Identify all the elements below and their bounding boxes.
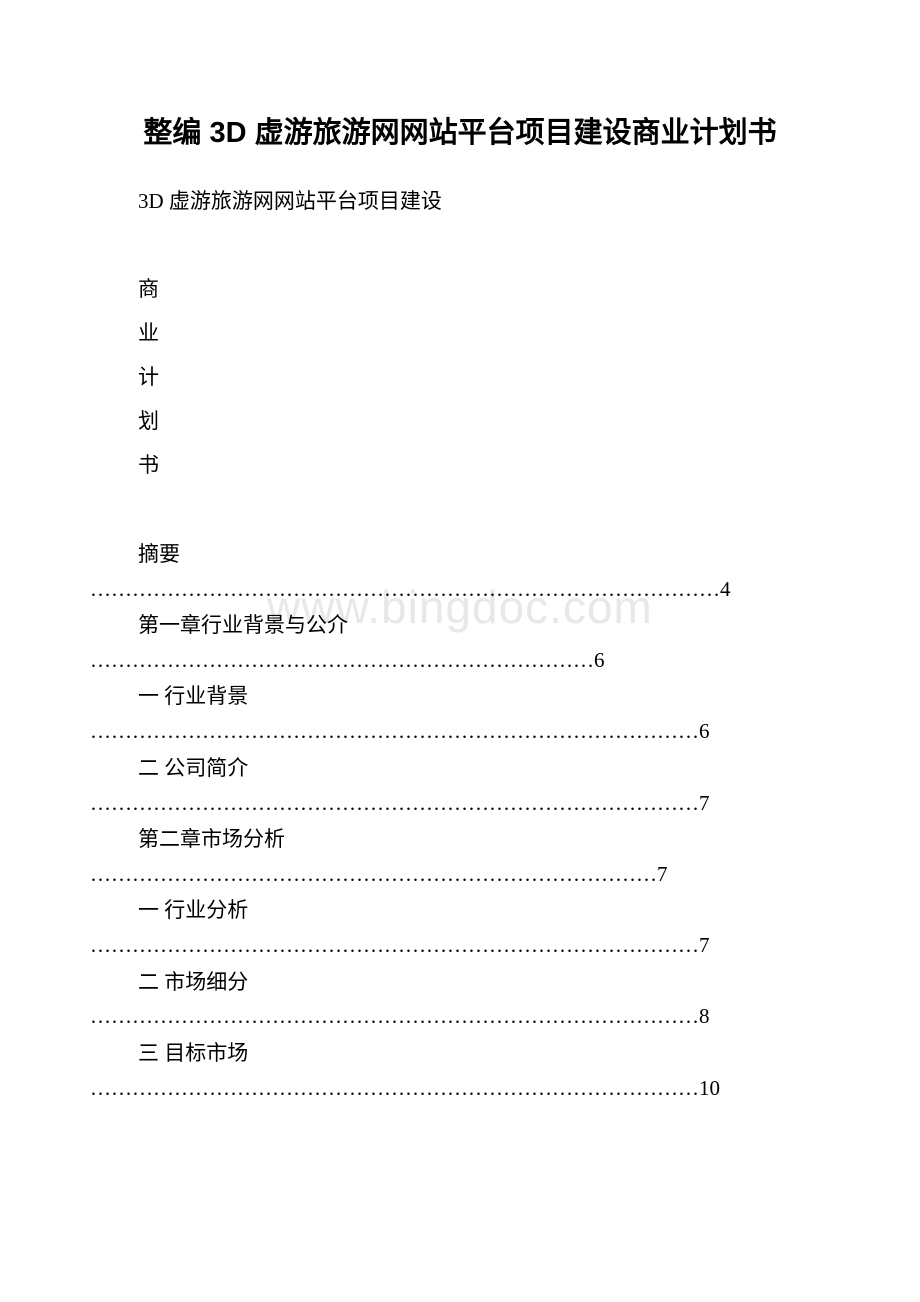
toc-label: 三 目标市场 — [90, 1035, 830, 1073]
toc-dots: ……………………………………………………………………………7 — [90, 930, 830, 962]
toc-dots: ……………………………………………………………………………6 — [90, 716, 830, 748]
toc-entry: 二 公司简介 ……………………………………………………………………………7 — [90, 750, 830, 819]
toc-label: 二 公司简介 — [90, 750, 830, 788]
toc-entry: 第二章市场分析 ………………………………………………………………………7 — [90, 821, 830, 890]
toc-label: 摘要 — [90, 536, 830, 574]
toc-entry: 一 行业背景 ……………………………………………………………………………6 — [90, 678, 830, 747]
toc-dots: ………………………………………………………………………7 — [90, 859, 830, 891]
vertical-char: 商 — [138, 268, 830, 310]
toc-dots: ………………………………………………………………6 — [90, 645, 830, 677]
toc-label: 第一章行业背景与公介 — [90, 607, 830, 645]
toc-entry: 二 市场细分 ……………………………………………………………………………8 — [90, 964, 830, 1033]
toc-dots: ……………………………………………………………………………7 — [90, 788, 830, 820]
vertical-title: 商 业 计 划 书 — [90, 268, 830, 486]
vertical-char: 业 — [138, 312, 830, 354]
toc-entry: 第一章行业背景与公介 ………………………………………………………………6 — [90, 607, 830, 676]
toc-entry: 摘要 ………………………………………………………………………………4 — [90, 536, 830, 605]
vertical-char: 划 — [138, 400, 830, 442]
toc-dots: ………………………………………………………………………………4 — [90, 574, 830, 606]
toc-label: 二 市场细分 — [90, 964, 830, 1002]
document-page: 整编 3D 虚游旅游网网站平台项目建设商业计划书 3D 虚游旅游网网站平台项目建… — [0, 0, 920, 1166]
vertical-char: 书 — [138, 444, 830, 486]
vertical-char: 计 — [138, 356, 830, 398]
toc-label: 第二章市场分析 — [90, 821, 830, 859]
document-subtitle: 3D 虚游旅游网网站平台项目建设 — [90, 186, 830, 218]
toc-label: 一 行业分析 — [90, 892, 830, 930]
toc-entry: 三 目标市场 ……………………………………………………………………………10 — [90, 1035, 830, 1104]
toc-dots: ……………………………………………………………………………8 — [90, 1001, 830, 1033]
toc-dots: ……………………………………………………………………………10 — [90, 1073, 830, 1105]
document-title: 整编 3D 虚游旅游网网站平台项目建设商业计划书 — [90, 110, 830, 156]
toc-entry: 一 行业分析 ……………………………………………………………………………7 — [90, 892, 830, 961]
toc-label: 一 行业背景 — [90, 678, 830, 716]
